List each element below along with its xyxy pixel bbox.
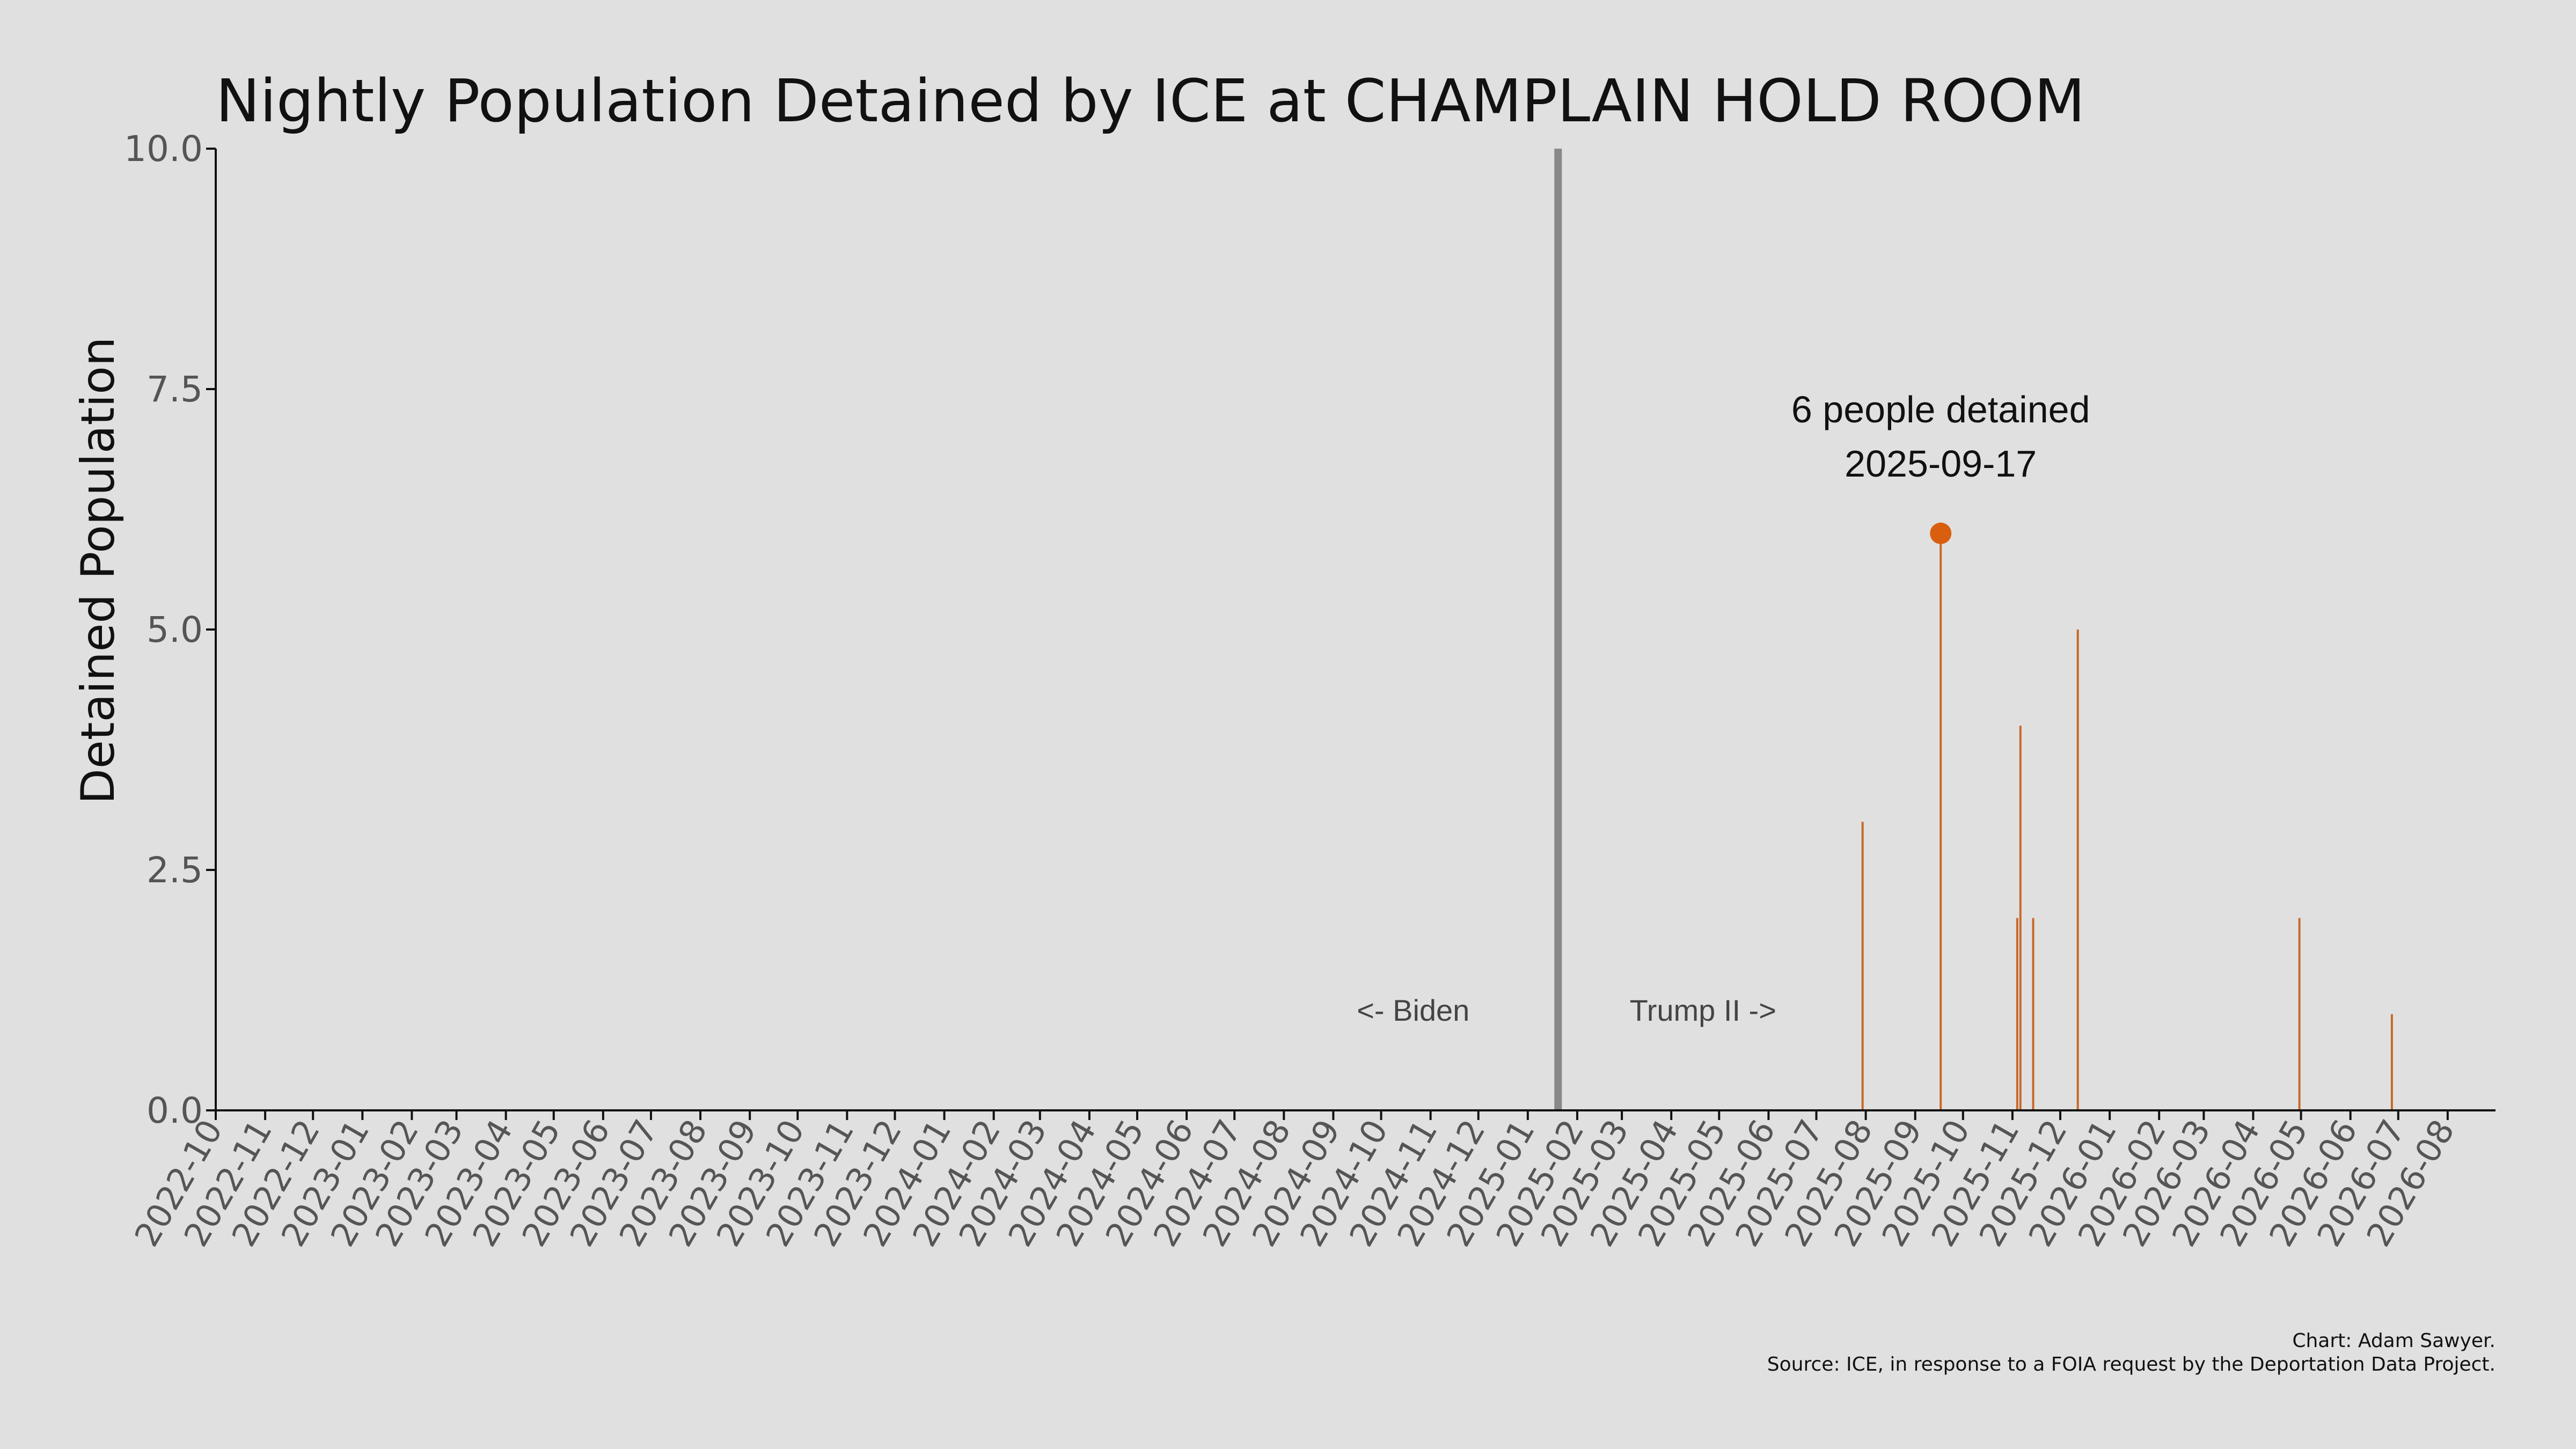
peak-marker: [1930, 522, 1952, 544]
bars: [1861, 533, 2393, 1110]
y-axis-ticks: 0.0 2.5 5.0 7.5 10.0: [124, 128, 216, 1131]
y-tick-label: 2.5: [147, 850, 203, 891]
y-axis-label: Detained Population: [71, 337, 125, 804]
y-tick-label: 5.0: [147, 609, 203, 650]
data-source: Source: ICE, in response to a FOIA reque…: [1767, 1353, 2496, 1375]
peak-highlight: 6 people detained 2025-09-17: [1791, 389, 2090, 544]
chart-title: Nightly Population Detained by ICE at CH…: [216, 67, 2085, 135]
peak-label-date: 2025-09-17: [1845, 443, 2037, 485]
chart-credit: Chart: Adam Sawyer.: [2292, 1330, 2496, 1352]
peak-label-count: 6 people detained: [1791, 389, 2090, 430]
trump-era-label: Trump II ->: [1630, 993, 1776, 1027]
x-axis-ticks: 2022-102022-112022-122023-012023-022023-…: [127, 1110, 2462, 1253]
y-tick-label: 0.0: [147, 1090, 203, 1131]
y-tick-label: 10.0: [124, 128, 203, 170]
biden-era-label: <- Biden: [1357, 993, 1469, 1027]
y-tick-label: 7.5: [147, 369, 203, 410]
